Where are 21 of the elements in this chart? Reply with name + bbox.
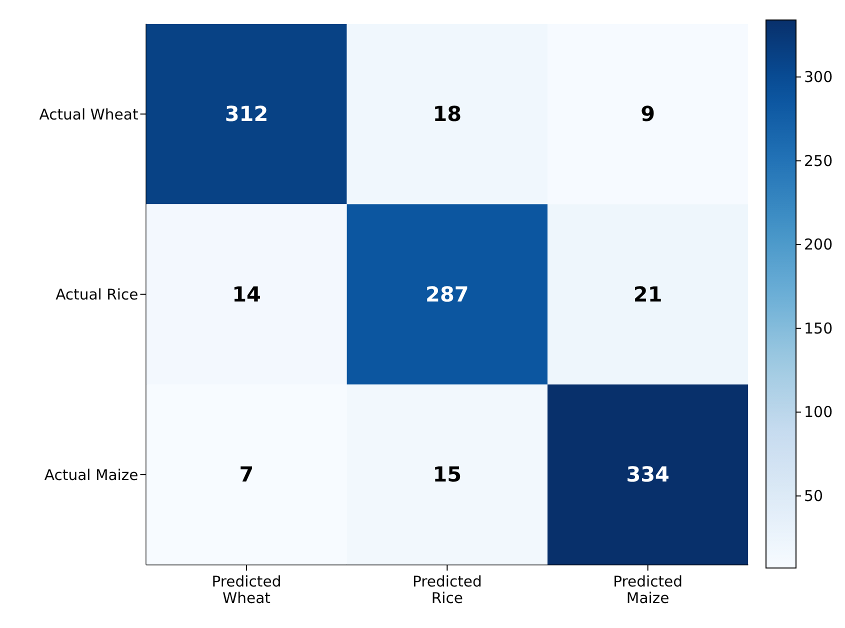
color-bar-label: 100 bbox=[804, 403, 833, 422]
color-bar-label: 150 bbox=[804, 319, 833, 338]
x-tick-label: Predicted Rice bbox=[412, 573, 482, 608]
x-tick-label: Predicted Maize bbox=[613, 573, 683, 608]
data-label: 21 bbox=[633, 282, 662, 306]
color-bar-label: 250 bbox=[804, 152, 833, 170]
color-bar-label: 50 bbox=[804, 486, 824, 505]
data-label: 287 bbox=[426, 282, 469, 306]
data-label: 334 bbox=[626, 462, 670, 487]
data-label: 18 bbox=[432, 102, 462, 126]
data-label: 15 bbox=[432, 462, 462, 487]
data-label: 312 bbox=[224, 102, 268, 126]
color-bar-label: 200 bbox=[804, 236, 833, 254]
data-label: 9 bbox=[640, 102, 656, 126]
y-tick-label: Actual Maize bbox=[44, 466, 138, 484]
y-tick-label: Actual Rice bbox=[56, 286, 138, 304]
x-tick-label: Predicted Wheat bbox=[212, 573, 282, 608]
data-label: 14 bbox=[232, 282, 261, 306]
y-tick-label: Actual Wheat bbox=[39, 106, 138, 124]
color-bar-label: 300 bbox=[804, 68, 833, 86]
data-label: 7 bbox=[239, 462, 254, 487]
